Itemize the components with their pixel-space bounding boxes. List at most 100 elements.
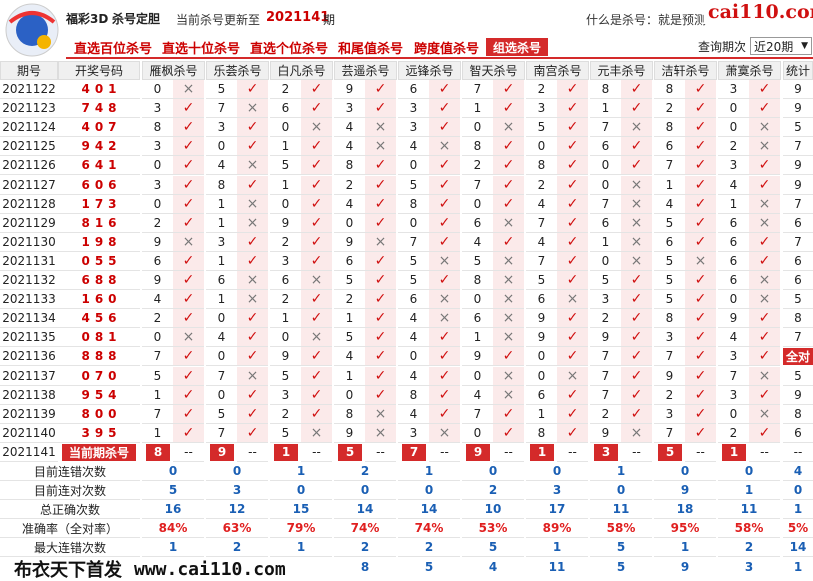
kill-number: 3 (590, 290, 621, 310)
stat-value: 0 (526, 462, 588, 481)
hit-mark: ✓ (173, 290, 204, 310)
kill-number: 6 (462, 309, 493, 329)
kill-number: 7 (590, 347, 621, 367)
nav-item[interactable]: 直选百位杀号 (74, 41, 153, 57)
stat-value: 0 (206, 462, 268, 481)
kill-number: 9 (334, 233, 365, 252)
hit-mark: ✓ (173, 175, 204, 195)
kill-number: 1 (270, 176, 301, 195)
period: 2021141 (0, 443, 58, 462)
period: 2021135 (0, 328, 58, 348)
hit-mark: ✓ (301, 194, 332, 214)
hit-mark: ✓ (301, 156, 332, 176)
kill-number: 8 (398, 386, 429, 405)
hit-mark: ✓ (173, 118, 204, 138)
hit-mark: ✓ (685, 423, 716, 443)
nav-item[interactable]: 直选十位杀号 (162, 41, 241, 57)
hit-mark: ✓ (237, 347, 268, 367)
nav-line (66, 57, 813, 59)
stat-value: 2 (462, 481, 524, 501)
hit-mark: ✓ (621, 271, 652, 290)
kill-number: 8 (654, 309, 685, 329)
stat-value: 14 (334, 500, 396, 520)
kill-number: 7 (462, 176, 493, 195)
kill-number: 7 (142, 405, 173, 424)
stat-value: 18 (654, 500, 716, 520)
kill-number: 4 (206, 156, 237, 176)
hit-mark: × (749, 366, 780, 386)
kill-number: 3 (718, 80, 749, 99)
kill-number: 5 (206, 405, 237, 424)
draw-number: 173 (58, 195, 140, 214)
period: 2021130 (0, 233, 58, 252)
hit-mark: × (749, 404, 780, 424)
period: 2021140 (0, 424, 58, 443)
hit-mark: ✓ (237, 232, 268, 252)
hit-mark: ✓ (365, 251, 396, 271)
hit-mark: ✓ (685, 347, 716, 367)
hit-mark: × (365, 232, 396, 252)
kill-number: 1 (270, 137, 301, 157)
stat-value: 1 (142, 538, 204, 558)
hit-mark: ✓ (749, 309, 780, 329)
hit-mark: ✓ (301, 385, 332, 405)
hit-mark: × (237, 213, 268, 233)
current-kill-number: 9 (210, 443, 234, 461)
kill-number: 5 (526, 118, 557, 138)
hit-mark: ✓ (557, 118, 588, 138)
kill-number: 5 (398, 252, 429, 271)
kill-number: 6 (526, 290, 557, 310)
kill-number: 4 (334, 137, 365, 157)
kill-number: 0 (526, 137, 557, 157)
stat-value: 5 (142, 481, 204, 501)
kill-number: 2 (654, 386, 685, 405)
kill-number: 4 (526, 195, 557, 214)
hit-mark: ✓ (173, 271, 204, 290)
kill-number: 3 (718, 347, 749, 367)
row-stat: 7 (783, 328, 813, 348)
stat-value: 0 (398, 481, 460, 501)
kill-number: 1 (206, 195, 237, 214)
hit-mark: ✓ (429, 99, 460, 119)
kill-number: 8 (462, 137, 493, 157)
nav-item[interactable]: 直选个位杀号 (250, 41, 329, 57)
kill-number: 0 (142, 328, 173, 348)
update-suffix: 期 (323, 13, 336, 27)
stat-value: 5 (462, 538, 524, 558)
current-kill-number: 5 (338, 443, 362, 461)
stat-label: 总正确次数 (0, 500, 140, 520)
kill-number: 8 (334, 405, 365, 424)
hit-mark: ✓ (365, 366, 396, 386)
kill-number: 1 (206, 252, 237, 271)
kill-number: 6 (334, 252, 365, 271)
nav-item[interactable]: 组选杀号 (486, 38, 548, 56)
kill-number: 0 (526, 367, 557, 386)
hit-mark: ✓ (685, 137, 716, 157)
hit-mark: ✓ (429, 213, 460, 233)
hit-mark: ✓ (557, 404, 588, 424)
kill-number: 4 (718, 176, 749, 195)
stat-value: 0 (334, 481, 396, 501)
hit-mark: ✓ (365, 385, 396, 405)
hit-mark: × (493, 118, 524, 138)
hit-mark: ✓ (493, 156, 524, 176)
hit-mark: ✓ (365, 309, 396, 329)
current-kill-number: 8 (146, 443, 170, 461)
kill-number: 3 (718, 386, 749, 405)
hit-mark: ✓ (557, 328, 588, 348)
kill-number: 4 (718, 328, 749, 348)
period: 2021136 (0, 347, 58, 367)
nav-item[interactable]: 和尾值杀号 (338, 41, 404, 57)
query-select[interactable]: 近20期 ▼ (750, 37, 812, 55)
pending-mark: -- (301, 443, 332, 462)
kill-number: 6 (270, 99, 301, 119)
kill-number: 2 (590, 405, 621, 424)
hit-mark: × (301, 423, 332, 443)
kill-number: 6 (398, 80, 429, 99)
kill-number: 1 (462, 328, 493, 348)
kill-number: 3 (398, 424, 429, 443)
nav-item[interactable]: 跨度值杀号 (414, 41, 480, 57)
stat-value: 11 (548, 560, 566, 574)
kill-number: 0 (206, 347, 237, 367)
period: 2021131 (0, 252, 58, 271)
